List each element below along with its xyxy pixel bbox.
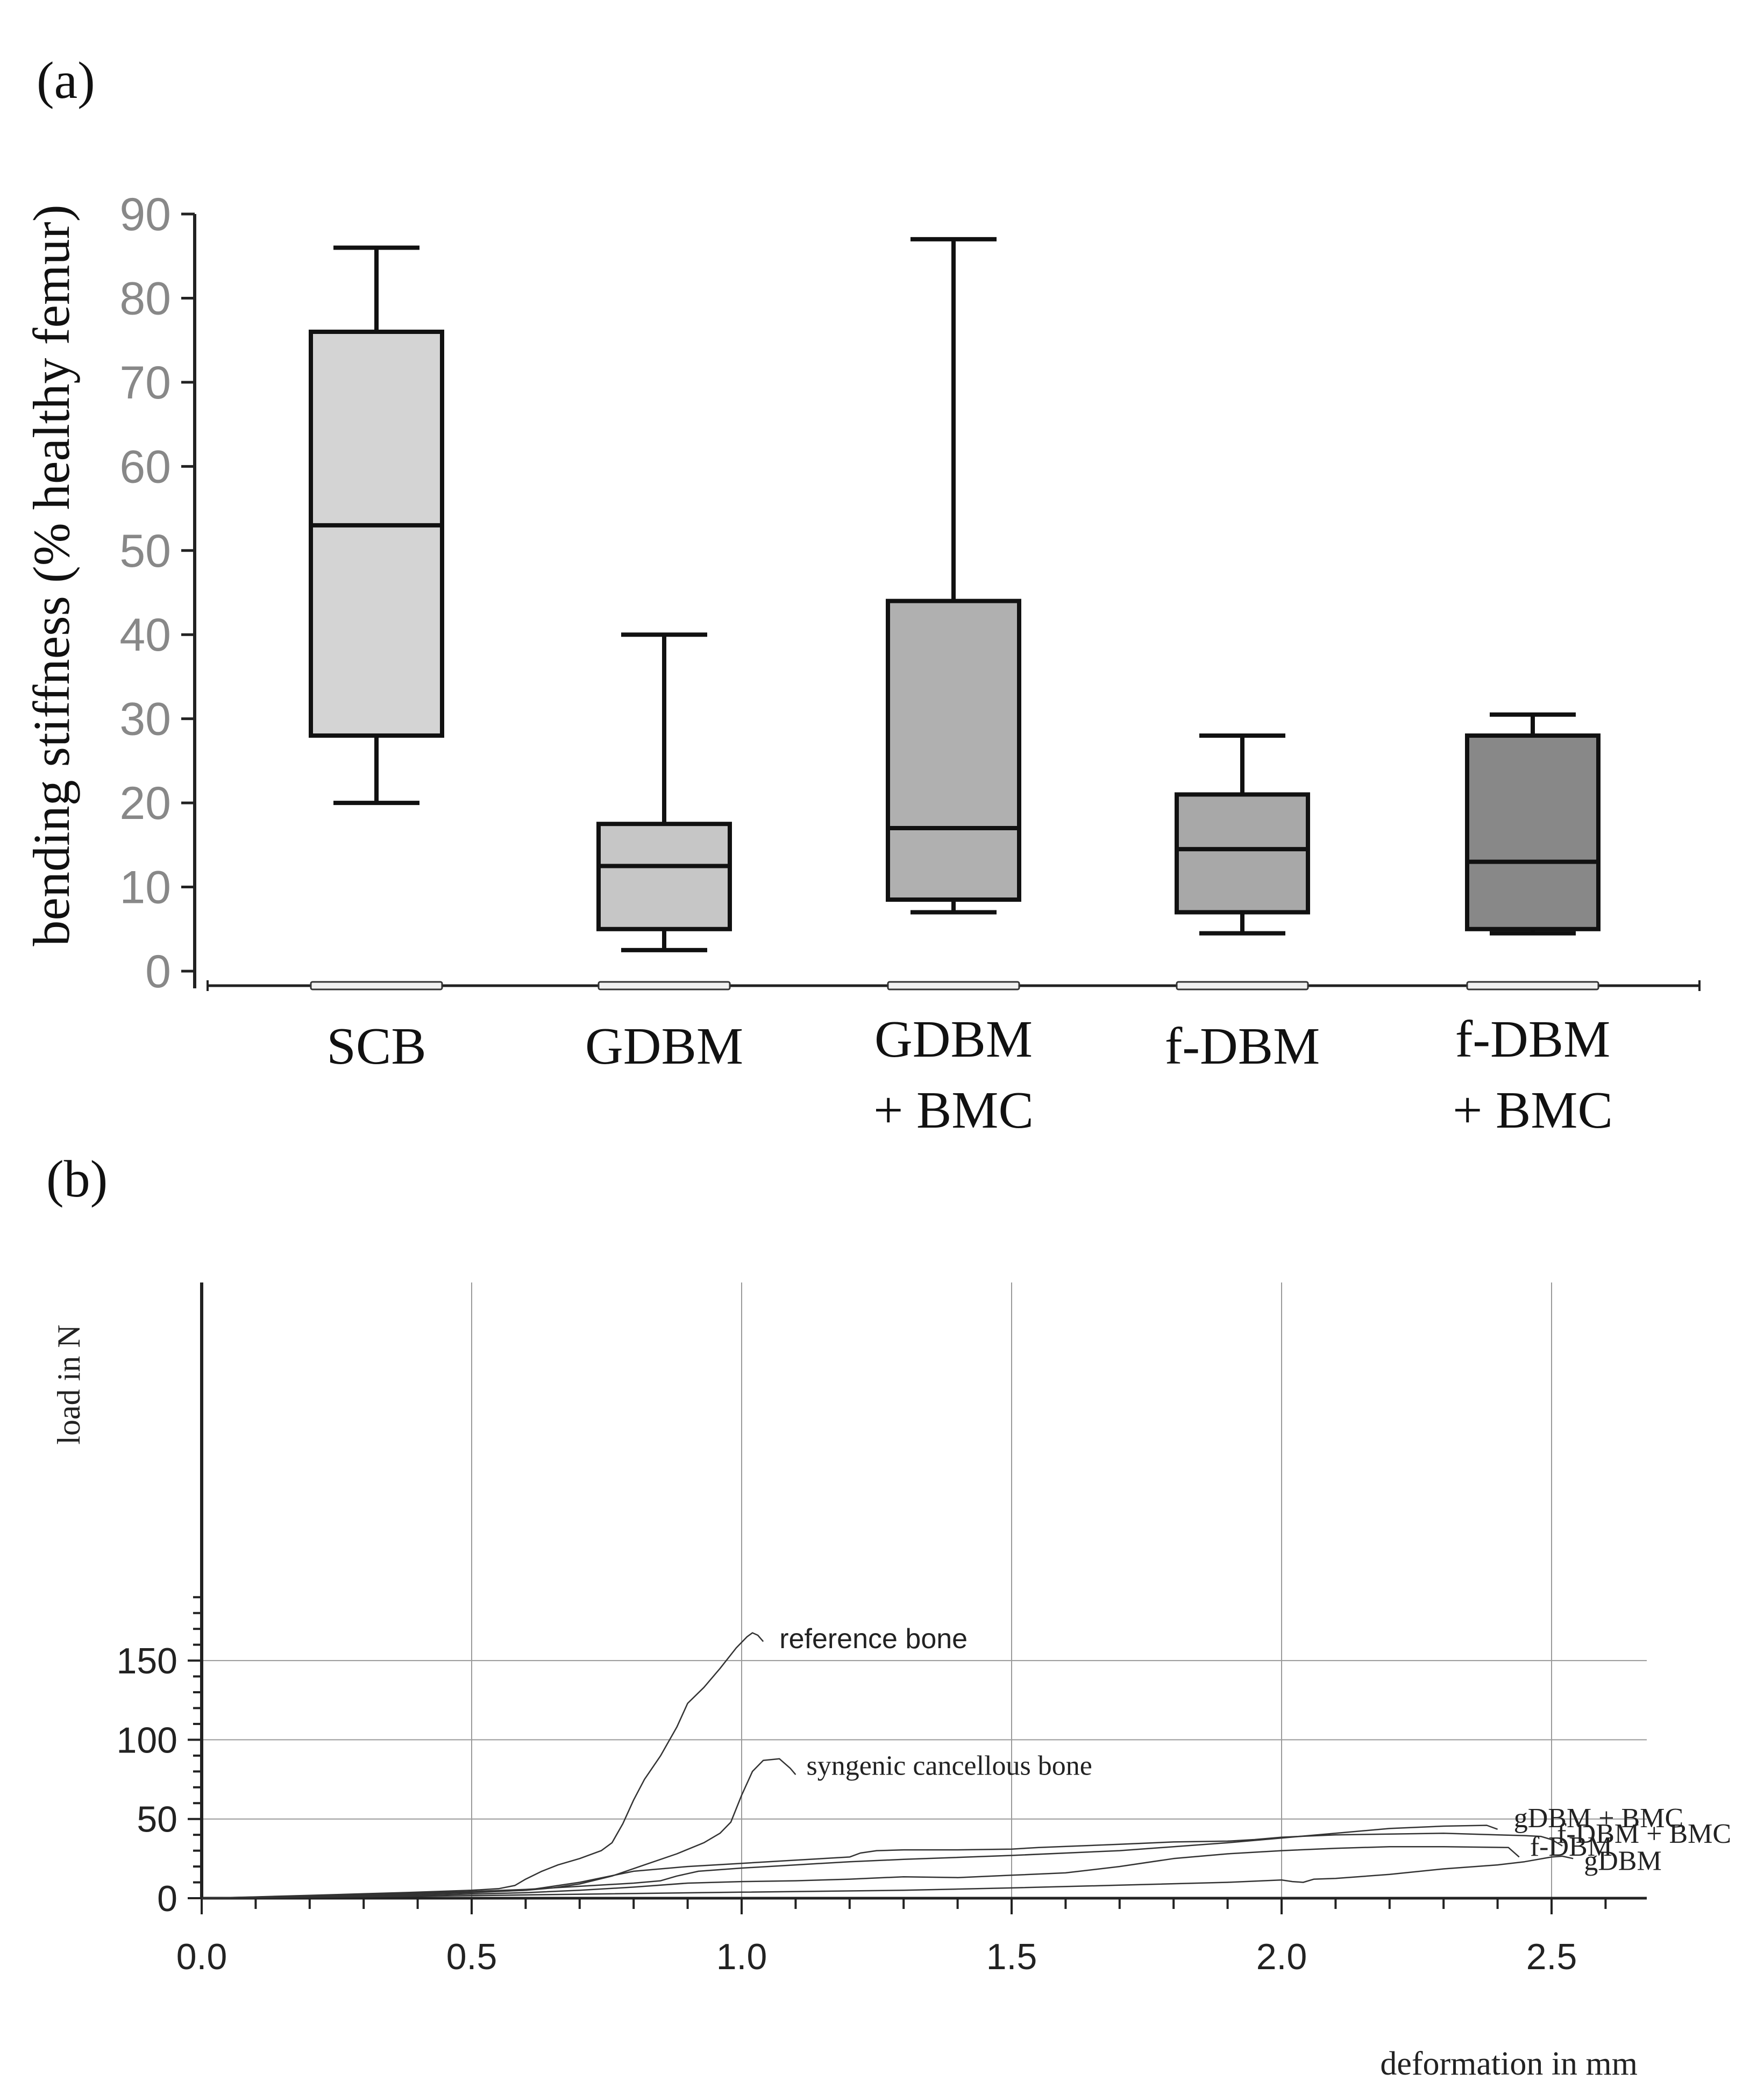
box-plot-y-tick-label: 0 bbox=[145, 946, 171, 997]
line-chart-series-label: f-DBM + BMC bbox=[1557, 1819, 1731, 1849]
box-plot-y-axis-label: bending stiffness (% healthy femur) bbox=[23, 204, 80, 946]
box-plot-y-tick-label: 50 bbox=[119, 525, 171, 577]
line-chart: load in N deformation in mm 0.0 0.5 1.0 1.5… bbox=[51, 1282, 1731, 2082]
box-plot-category-label: + BMC bbox=[873, 1081, 1034, 1139]
line-chart-series-label: gDBM + BMC bbox=[1514, 1803, 1683, 1834]
box-plot-zero-marker bbox=[1176, 981, 1309, 991]
line-chart-x-tick-label: 2.5 bbox=[1526, 1936, 1577, 1977]
box-plot-category-label: f-DBM bbox=[1455, 1010, 1611, 1068]
line-chart-x-axis-label: deformation in mm bbox=[1380, 2046, 1638, 2082]
panel-a-label: (a) bbox=[37, 52, 95, 110]
line-chart-series-label: f-DBM bbox=[1530, 1832, 1612, 1862]
box-plot-category-label: GDBM bbox=[585, 1017, 743, 1075]
box-plot-box bbox=[596, 822, 732, 931]
box-plot-zero-marker bbox=[887, 981, 1020, 991]
box-plot-y-tick-label: 80 bbox=[119, 273, 171, 324]
line-chart-y-tick-label: 150 bbox=[117, 1641, 177, 1681]
box-plot-box bbox=[309, 330, 444, 738]
line-chart-series-line bbox=[201, 1855, 1574, 1899]
box-plot-zero-marker bbox=[1466, 981, 1599, 991]
line-chart-x-tick-label: 0.5 bbox=[446, 1936, 497, 1977]
box-plot-y-tick-label: 70 bbox=[119, 357, 171, 409]
line-chart-series-label: gDBM bbox=[1584, 1845, 1661, 1876]
box-plot-zero-marker bbox=[310, 981, 443, 991]
box-plot-box-group bbox=[596, 632, 732, 991]
line-chart-series-label: reference bone bbox=[779, 1623, 968, 1655]
line-chart-y-tick-label: 50 bbox=[137, 1799, 177, 1840]
line-chart-y-tick-label: 100 bbox=[117, 1720, 177, 1761]
box-plot-box bbox=[1465, 733, 1601, 931]
box-plot-y-tick-label: 10 bbox=[119, 862, 171, 914]
box-plot-y-tick-label: 90 bbox=[119, 189, 171, 240]
box-plot-y-tick-label: 20 bbox=[119, 778, 171, 829]
line-chart-x-tick-label: 0.0 bbox=[176, 1936, 227, 1977]
panel-b-label: (b) bbox=[46, 1150, 108, 1208]
box-plot-box-group bbox=[309, 245, 444, 991]
line-chart-series-line bbox=[201, 1832, 1563, 1899]
box-plot-category-label: GDBM bbox=[874, 1010, 1033, 1068]
box-plot-box bbox=[1175, 792, 1310, 915]
box-plot-box-group bbox=[1465, 712, 1601, 991]
box-plot-y-tick-label: 60 bbox=[119, 441, 171, 493]
line-chart-series-line bbox=[201, 1825, 1498, 1899]
box-plot-category-label: f-DBM bbox=[1165, 1017, 1320, 1075]
box-plot-box-group bbox=[886, 237, 1021, 991]
line-chart-series-label: syngenic cancellous bone bbox=[806, 1751, 1092, 1782]
line-chart-y-tick-label: 0 bbox=[157, 1878, 177, 1919]
line-chart-x-tick-label: 2.0 bbox=[1256, 1936, 1307, 1977]
box-plot-zero-marker bbox=[598, 981, 731, 991]
line-chart-y-axis-label: load in N bbox=[51, 1324, 87, 1444]
box-plot-box-group bbox=[1175, 733, 1310, 991]
box-plot-box bbox=[886, 598, 1021, 902]
box-plot-y-tick-label: 40 bbox=[119, 609, 171, 661]
line-chart-x-tick-label: 1.0 bbox=[716, 1936, 767, 1977]
box-plot-y-tick-label: 30 bbox=[119, 694, 171, 745]
line-chart-series-line bbox=[201, 1632, 764, 1899]
line-chart-series-line bbox=[201, 1846, 1520, 1899]
box-plot-chart: bending stiffness (% healthy femur) 0 10 2… bbox=[23, 189, 1701, 1139]
box-plot-category-label: SCB bbox=[326, 1017, 426, 1075]
box-plot-category-label: + BMC bbox=[1453, 1081, 1613, 1139]
line-chart-x-tick-label: 1.5 bbox=[986, 1936, 1037, 1977]
